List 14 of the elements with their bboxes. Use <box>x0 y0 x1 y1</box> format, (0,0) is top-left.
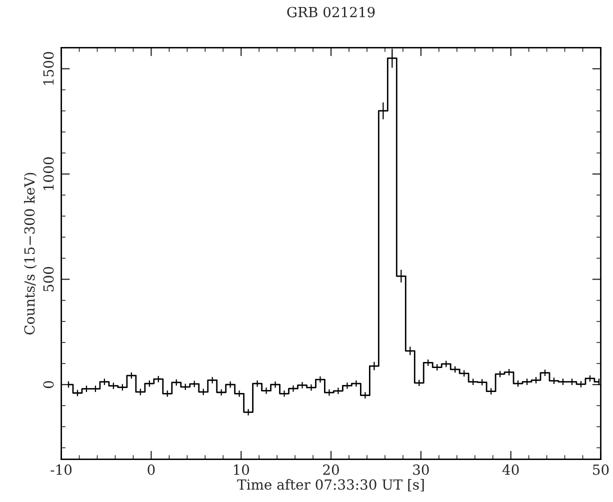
x-tick-label: 30 <box>413 464 429 475</box>
x-tick-label: 20 <box>323 464 339 475</box>
x-axis-title: Time after 07:33:30 UT [s] <box>237 479 424 492</box>
y-tick-label: 1000 <box>43 157 54 190</box>
y-tick-label: 0 <box>43 381 54 388</box>
y-tick-label: 1500 <box>43 52 54 85</box>
x-tick-label: 10 <box>234 464 250 475</box>
x-tick-label: 40 <box>502 464 519 475</box>
x-tick-label: -10 <box>50 464 72 475</box>
y-axis-title: Counts/s (15−300 keV) <box>24 172 37 335</box>
x-tick-label: 50 <box>593 464 609 475</box>
x-tick-label: 0 <box>148 464 155 475</box>
chart-title: GRB 021219 <box>287 6 375 18</box>
y-tick-label: 500 <box>43 266 54 292</box>
